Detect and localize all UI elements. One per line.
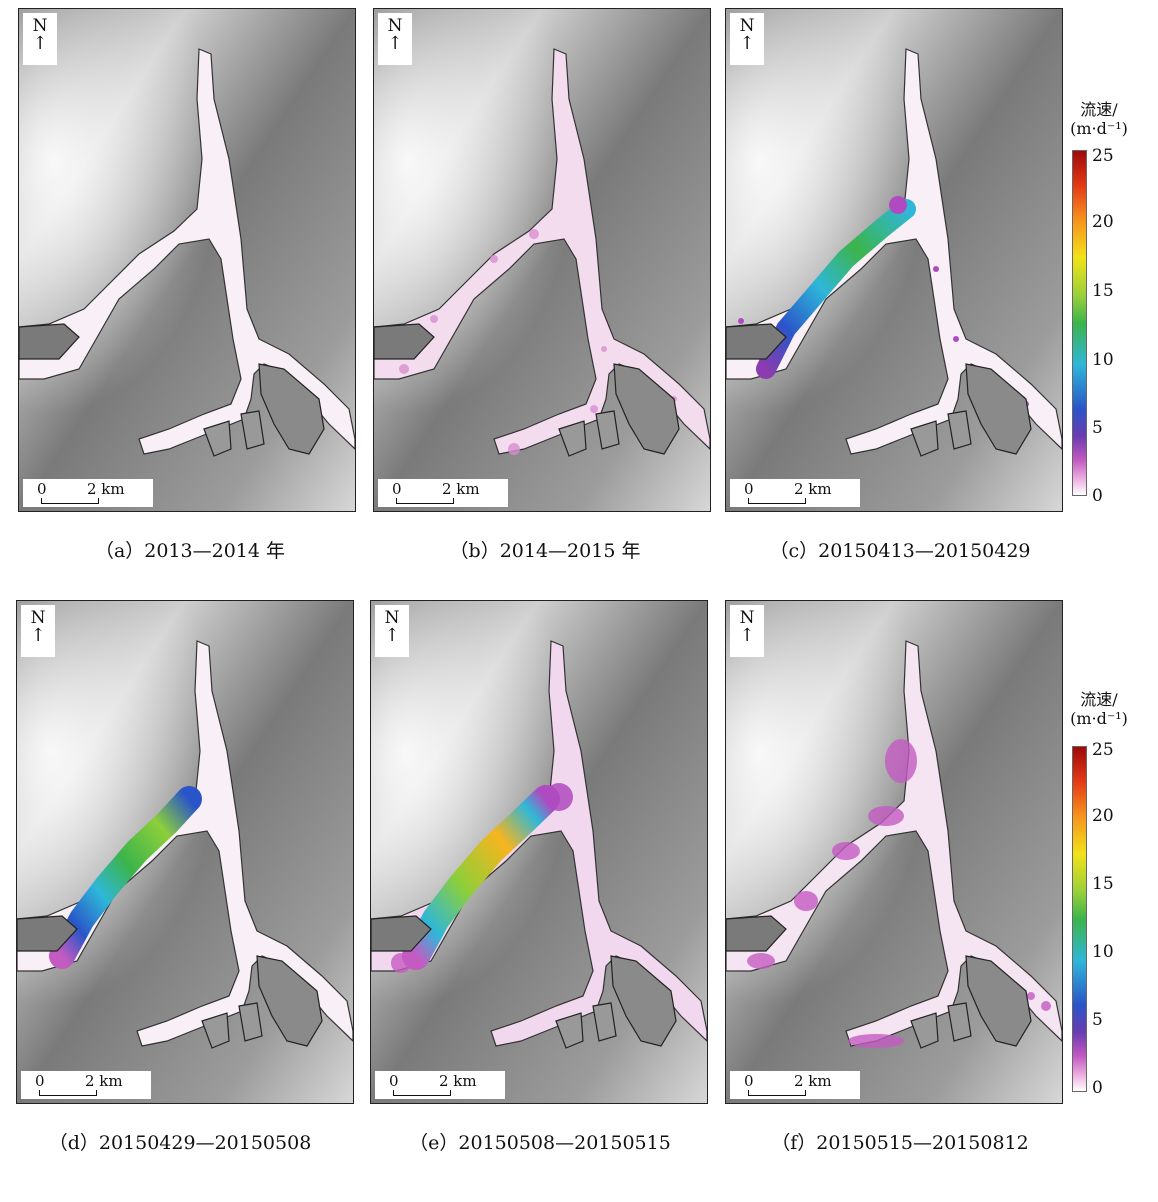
legend-tick-0: 0 — [1092, 486, 1103, 506]
scale-bar: 0 2 km — [378, 479, 508, 507]
legend-title: 流速/(m·d⁻¹) — [1064, 100, 1134, 138]
velocity-map-a — [19, 9, 355, 511]
legend-tick-20: 20 — [1092, 806, 1114, 826]
north-arrow: N ↑ — [378, 13, 412, 65]
scale-zero: 0 — [37, 480, 47, 498]
caption-d: （d）20150429—20150508 — [48, 1132, 312, 1154]
scale-distance: 2 km — [87, 480, 125, 498]
caption-f: （f）20150515—20150812 — [771, 1132, 1029, 1154]
caption-a: （a）2013—2014 年 — [94, 540, 286, 562]
north-arrow: N ↑ — [23, 13, 57, 65]
scale-zero: 0 — [744, 1072, 754, 1090]
legend-tick-0: 0 — [1092, 1078, 1103, 1098]
legend-color-ramp — [1072, 150, 1087, 496]
legend-title-line2: (m·d⁻¹) — [1070, 709, 1128, 728]
north-label: N — [739, 608, 755, 628]
legend-tick-15: 15 — [1092, 281, 1114, 301]
velocity-legend-bottom: 流速/(m·d⁻¹) 25 20 15 10 5 0 — [1064, 690, 1134, 1100]
legend-tick-20: 20 — [1092, 212, 1114, 232]
legend-tick-10: 10 — [1092, 942, 1114, 962]
velocity-map-b — [374, 9, 710, 511]
scale-line — [393, 1090, 451, 1096]
map-panel-b: N ↑ 0 2 km — [373, 8, 711, 512]
scale-bar: 0 2 km — [21, 1071, 151, 1099]
map-panel-a: N ↑ 0 2 km — [18, 8, 356, 512]
north-label: N — [384, 608, 400, 628]
north-arrow-icon: ↑ — [384, 625, 400, 646]
caption-c: （c）20150413—20150429 — [769, 540, 1031, 562]
velocity-map-e — [371, 601, 707, 1103]
legend-tick-15: 15 — [1092, 874, 1114, 894]
north-arrow: N ↑ — [730, 13, 764, 65]
scale-line — [39, 1090, 97, 1096]
scale-bar: 0 2 km — [375, 1071, 505, 1099]
scale-line — [396, 498, 454, 504]
scale-line — [748, 1090, 806, 1096]
north-arrow: N ↑ — [21, 605, 55, 657]
scale-line — [748, 498, 806, 504]
legend-title-line1: 流速/ — [1080, 100, 1118, 119]
caption-b: （b）2014—2015 年 — [449, 540, 641, 562]
legend-tick-5: 5 — [1092, 1010, 1103, 1030]
north-label: N — [32, 16, 48, 36]
map-panel-f: N ↑ 0 2 km — [725, 600, 1063, 1104]
north-arrow: N ↑ — [375, 605, 409, 657]
legend-title: 流速/(m·d⁻¹) — [1064, 690, 1134, 728]
scale-zero: 0 — [744, 480, 754, 498]
scale-distance: 2 km — [794, 480, 832, 498]
scale-distance: 2 km — [439, 1072, 477, 1090]
legend-title-line1: 流速/ — [1080, 690, 1118, 709]
legend-tick-10: 10 — [1092, 350, 1114, 370]
scale-distance: 2 km — [85, 1072, 123, 1090]
velocity-map-c — [726, 9, 1062, 511]
scale-zero: 0 — [35, 1072, 45, 1090]
legend-tick-25: 25 — [1092, 740, 1114, 760]
caption-e: （e）20150508—20150515 — [409, 1132, 671, 1154]
scale-bar: 0 2 km — [23, 479, 153, 507]
legend-tick-5: 5 — [1092, 418, 1103, 438]
north-label: N — [739, 16, 755, 36]
scale-distance: 2 km — [794, 1072, 832, 1090]
north-arrow-icon: ↑ — [32, 33, 48, 54]
north-arrow-icon: ↑ — [739, 625, 755, 646]
map-panel-e: N ↑ 0 2 km — [370, 600, 708, 1104]
legend-tick-25: 25 — [1092, 146, 1114, 166]
scale-line — [41, 498, 99, 504]
north-arrow-icon: ↑ — [387, 33, 403, 54]
legend-color-ramp — [1072, 746, 1087, 1092]
velocity-legend-top: 流速/(m·d⁻¹) 25 20 15 10 5 0 — [1064, 100, 1134, 510]
north-label: N — [30, 608, 46, 628]
map-panel-d: N ↑ 0 2 km — [16, 600, 354, 1104]
north-arrow-icon: ↑ — [739, 33, 755, 54]
scale-bar: 0 2 km — [730, 479, 860, 507]
north-arrow: N ↑ — [730, 605, 764, 657]
map-panel-c: N ↑ 0 2 km — [725, 8, 1063, 512]
scale-zero: 0 — [392, 480, 402, 498]
scale-bar: 0 2 km — [730, 1071, 860, 1099]
scale-distance: 2 km — [442, 480, 480, 498]
north-label: N — [387, 16, 403, 36]
legend-title-line2: (m·d⁻¹) — [1070, 119, 1128, 138]
velocity-map-d — [17, 601, 353, 1103]
scale-zero: 0 — [389, 1072, 399, 1090]
velocity-map-f — [726, 601, 1062, 1103]
north-arrow-icon: ↑ — [30, 625, 46, 646]
